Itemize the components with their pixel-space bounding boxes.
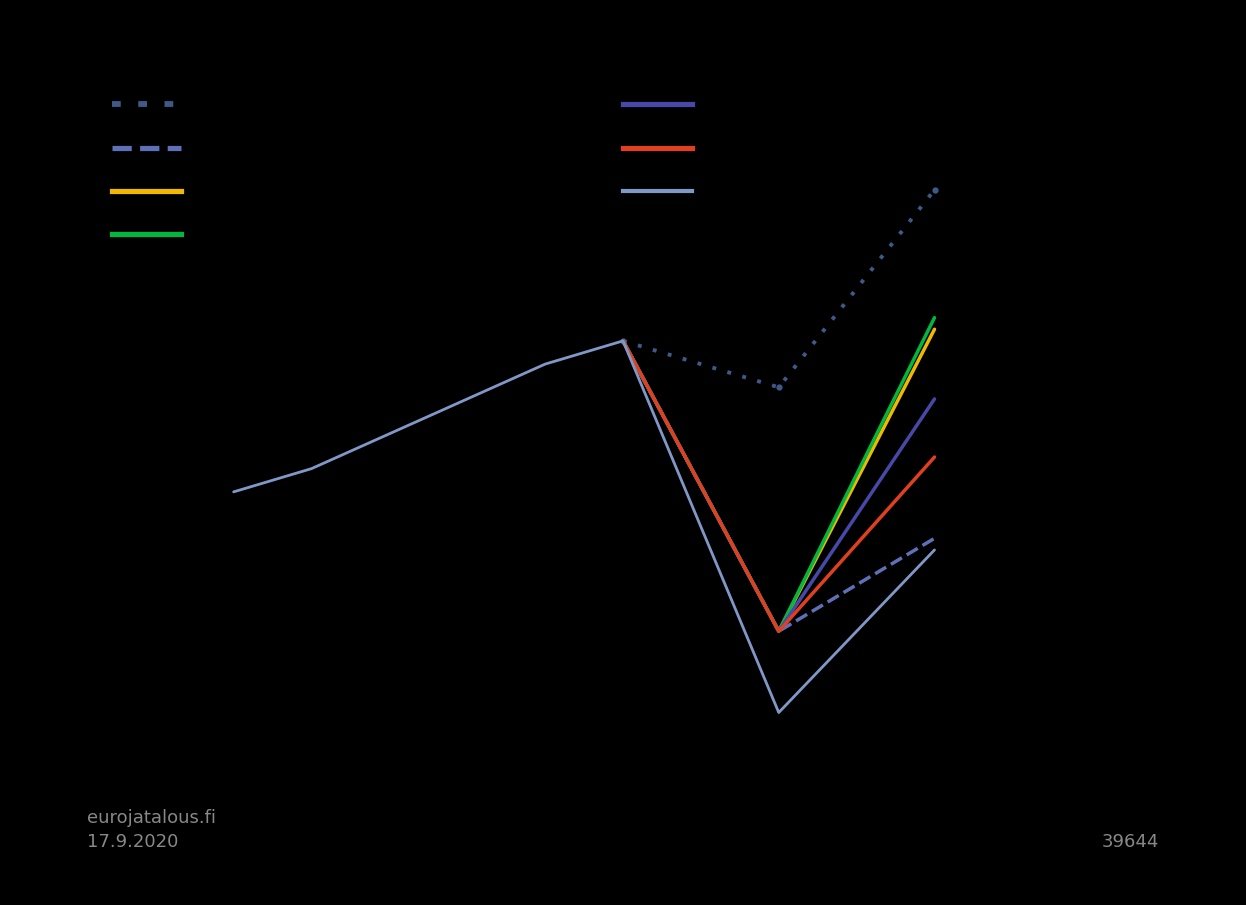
- Text: eurojatalous.fi
17.9.2020: eurojatalous.fi 17.9.2020: [87, 809, 217, 851]
- Text: 39644: 39644: [1101, 833, 1159, 851]
